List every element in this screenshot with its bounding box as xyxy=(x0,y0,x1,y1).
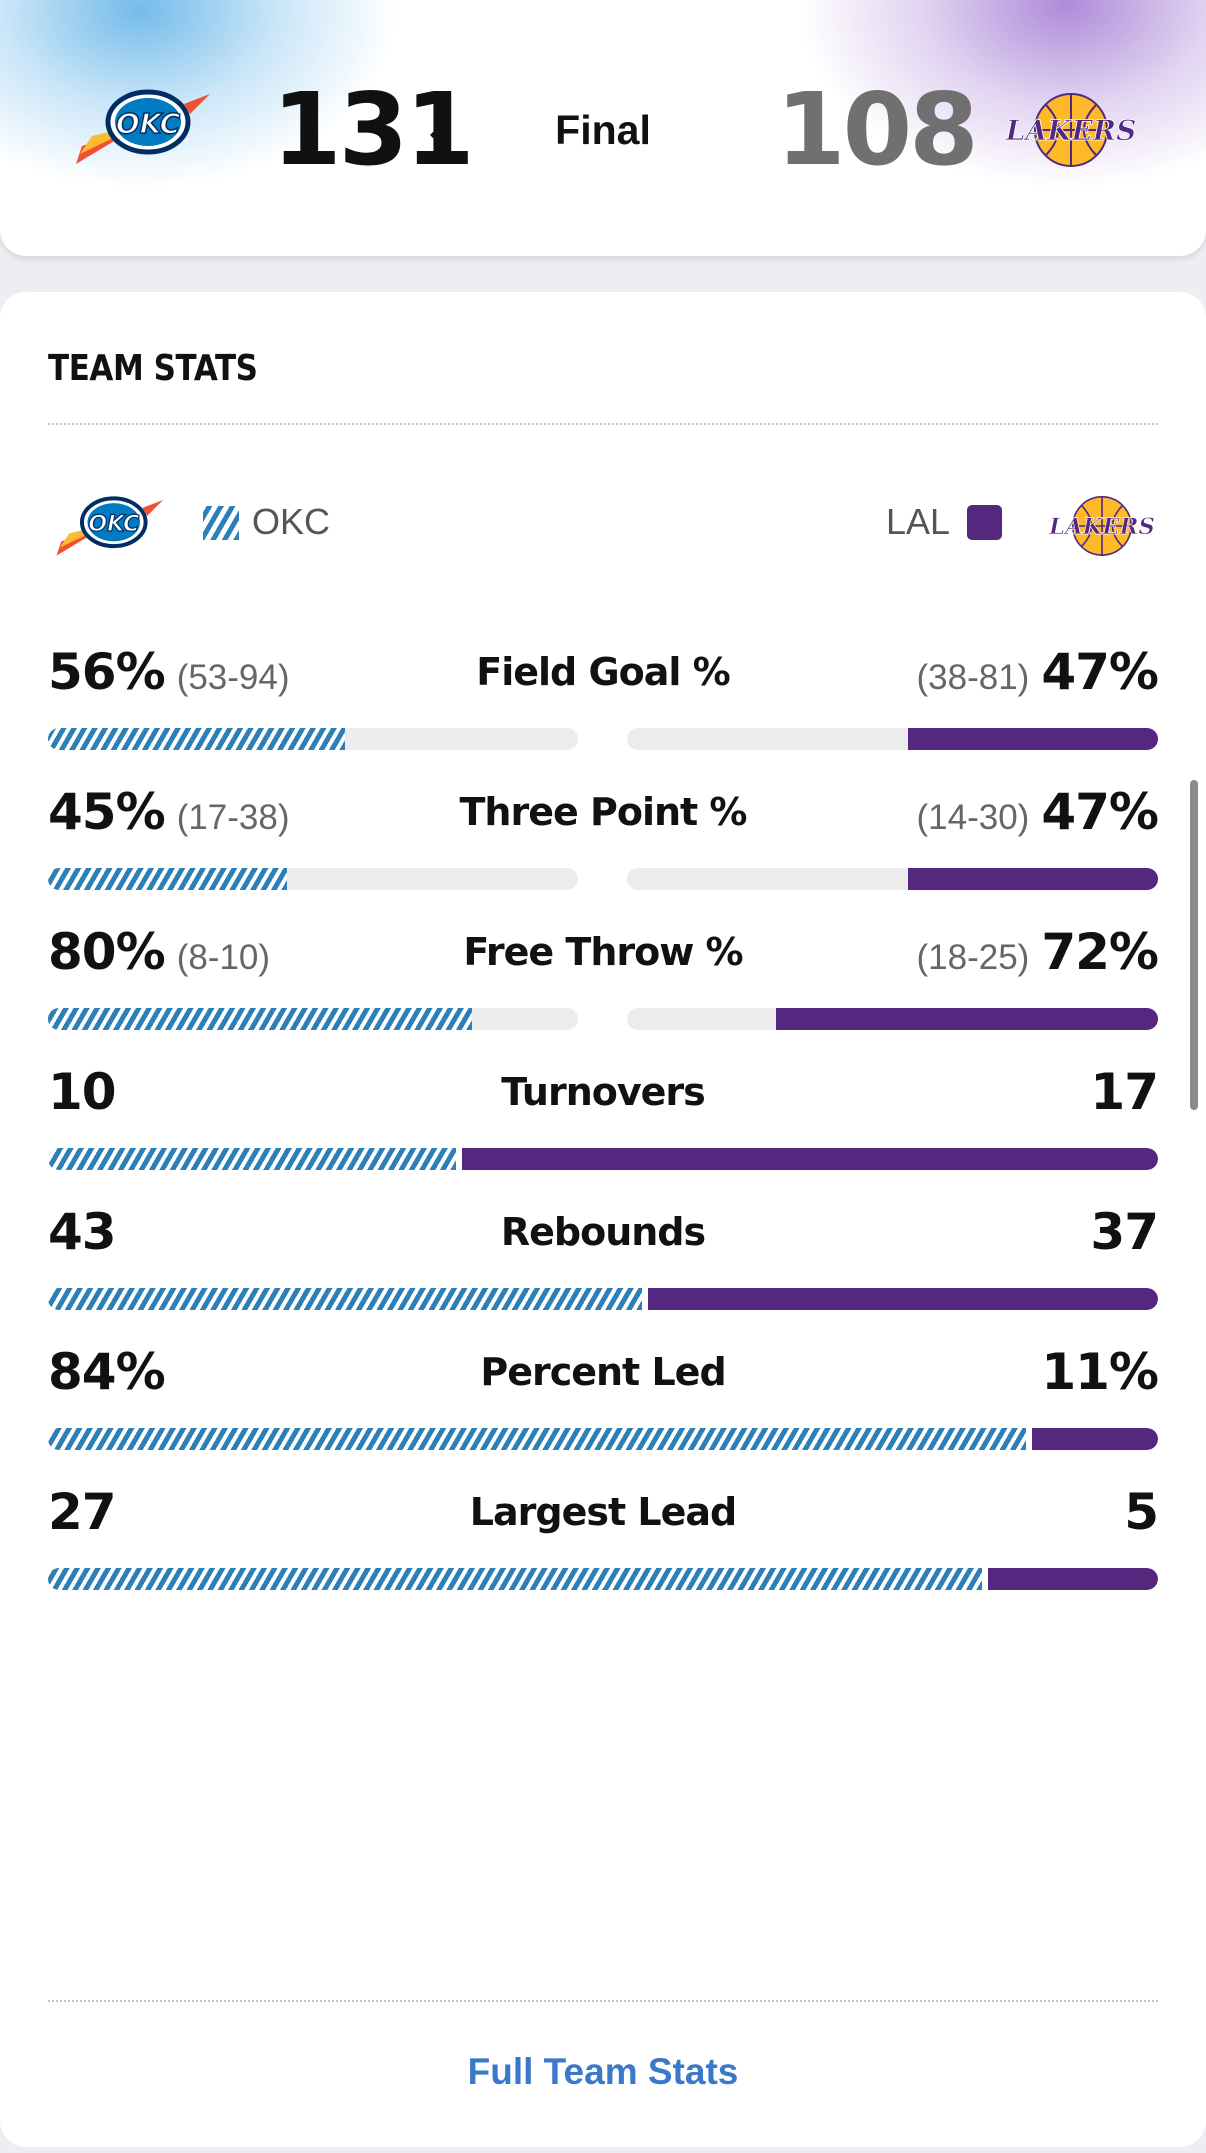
winner-arrow-icon xyxy=(430,120,445,150)
comparison-bar xyxy=(48,1288,1158,1310)
stat-label: Largest Lead xyxy=(469,1490,737,1534)
la-lakers-logo-icon[interactable]: LAKERS xyxy=(1005,88,1137,172)
divider-bottom xyxy=(48,2000,1158,2002)
stat-label: Field Goal % xyxy=(476,650,730,694)
home-comparison-fill xyxy=(48,1148,457,1170)
home-stat-bar-fill xyxy=(48,868,287,890)
away-score: 108 xyxy=(776,71,979,188)
lal-legend-swatch xyxy=(967,505,1002,540)
comparison-bar xyxy=(48,1148,1158,1170)
home-comparison-fill xyxy=(48,1288,642,1310)
full-team-stats-link[interactable]: Full Team Stats xyxy=(467,2051,739,2092)
stat-label: Turnovers xyxy=(501,1070,706,1114)
home-comparison-fill xyxy=(48,1428,1027,1450)
home-stat-bar-fill xyxy=(48,1008,472,1030)
home-stat-bar xyxy=(48,868,578,890)
game-status: Final xyxy=(555,107,651,153)
away-stat-bar-fill xyxy=(908,868,1158,890)
away-stat: 11% xyxy=(1041,1337,1159,1420)
away-stat-detail: (38-81) xyxy=(916,658,1030,697)
away-stat: 37 xyxy=(1090,1197,1159,1280)
svg-text:LAKERS: LAKERS xyxy=(1005,114,1136,147)
home-comparison-fill xyxy=(48,1568,982,1590)
away-stat: 17 xyxy=(1090,1057,1159,1140)
away-stat: 5 xyxy=(1124,1477,1159,1560)
away-stat-bar-fill xyxy=(908,728,1158,750)
home-stat-bar xyxy=(48,728,578,750)
scoreboard-header: OKC 131 Final 108 LAKERS xyxy=(0,0,1206,256)
stat-row: 56% (53-94) Field Goal % (38-81) 47% xyxy=(0,637,1206,777)
away-stat-detail: (18-25) xyxy=(916,938,1030,977)
away-stat-bar xyxy=(627,868,1158,890)
stat-row: 80% (8-10) Free Throw % (18-25) 72% xyxy=(0,917,1206,1057)
svg-text:LAKERS: LAKERS xyxy=(1048,514,1155,540)
okc-legend-label: OKC xyxy=(252,501,331,542)
away-stat: (38-81) 47% xyxy=(916,637,1159,720)
comparison-bar xyxy=(48,1568,1158,1590)
away-comparison-fill xyxy=(1032,1428,1158,1450)
away-team-glow xyxy=(796,0,1206,190)
away-stat-value: 17 xyxy=(1090,1063,1159,1121)
stat-row: 84% Percent Led 11% xyxy=(0,1337,1206,1477)
away-stat-value: 47% xyxy=(1041,643,1159,701)
stat-label: Rebounds xyxy=(500,1210,706,1254)
comparison-bar xyxy=(48,1428,1158,1450)
svg-text:OKC: OKC xyxy=(88,511,140,537)
away-stat-value: 72% xyxy=(1041,923,1159,981)
stat-label: Three Point % xyxy=(459,790,748,834)
away-stat-bar xyxy=(627,728,1158,750)
team-stats-card: TEAM STATS OKC OKC LAL LAKERS 56% (53-94)… xyxy=(0,292,1206,2147)
home-stat: 10 xyxy=(48,1057,117,1140)
svg-text:OKC: OKC xyxy=(116,107,181,140)
home-stat: 45% (17-38) xyxy=(48,777,290,860)
away-comparison-fill xyxy=(647,1288,1158,1310)
away-stat: (18-25) 72% xyxy=(916,917,1159,1000)
stat-row: 27 Largest Lead 5 xyxy=(0,1477,1206,1617)
divider-top xyxy=(48,423,1158,425)
section-title: TEAM STATS xyxy=(48,348,258,389)
stat-label: Percent Led xyxy=(480,1350,726,1394)
home-stat-detail: (17-38) xyxy=(176,798,290,837)
lal-legend-label: LAL xyxy=(886,501,951,542)
away-stat-value: 47% xyxy=(1041,783,1159,841)
home-stat-value: 84% xyxy=(48,1343,166,1401)
home-stat-detail: (8-10) xyxy=(176,938,271,977)
okc-legend-logo-icon: OKC xyxy=(56,496,164,556)
home-stat-value: 10 xyxy=(48,1063,117,1121)
home-stat: 27 xyxy=(48,1477,117,1560)
away-stat: (14-30) 47% xyxy=(916,777,1159,860)
away-stat-detail: (14-30) xyxy=(916,798,1030,837)
home-stat-value: 45% xyxy=(48,783,166,841)
away-stat-bar xyxy=(627,1008,1158,1030)
away-comparison-fill xyxy=(462,1148,1158,1170)
home-stat: 43 xyxy=(48,1197,117,1280)
home-stat-value: 80% xyxy=(48,923,166,981)
away-comparison-fill xyxy=(987,1568,1158,1590)
stat-row: 43 Rebounds 37 xyxy=(0,1197,1206,1337)
home-stat-value: 27 xyxy=(48,1483,117,1541)
away-stat-value: 11% xyxy=(1041,1343,1159,1401)
away-stat-value: 37 xyxy=(1090,1203,1159,1261)
stat-row: 10 Turnovers 17 xyxy=(0,1057,1206,1197)
home-stat: 80% (8-10) xyxy=(48,917,270,1000)
away-stat-value: 5 xyxy=(1124,1483,1159,1541)
lal-legend-logo-icon: LAKERS xyxy=(1048,496,1155,556)
home-stat-bar-fill xyxy=(48,728,345,750)
home-stat-value: 43 xyxy=(48,1203,117,1261)
home-team-glow xyxy=(0,0,400,190)
away-stat-bar-fill xyxy=(775,1008,1158,1030)
stat-label: Free Throw % xyxy=(463,930,743,974)
home-stat-bar xyxy=(48,1008,578,1030)
home-stat: 56% (53-94) xyxy=(48,637,290,720)
home-stat-detail: (53-94) xyxy=(176,658,290,697)
scrollbar-thumb[interactable] xyxy=(1190,780,1198,1110)
okc-thunder-logo-icon[interactable]: OKC xyxy=(72,84,212,172)
stat-row: 45% (17-38) Three Point % (14-30) 47% xyxy=(0,777,1206,917)
home-stat-value: 56% xyxy=(48,643,166,701)
okc-legend-swatch xyxy=(203,506,239,540)
home-stat: 84% xyxy=(48,1337,166,1420)
